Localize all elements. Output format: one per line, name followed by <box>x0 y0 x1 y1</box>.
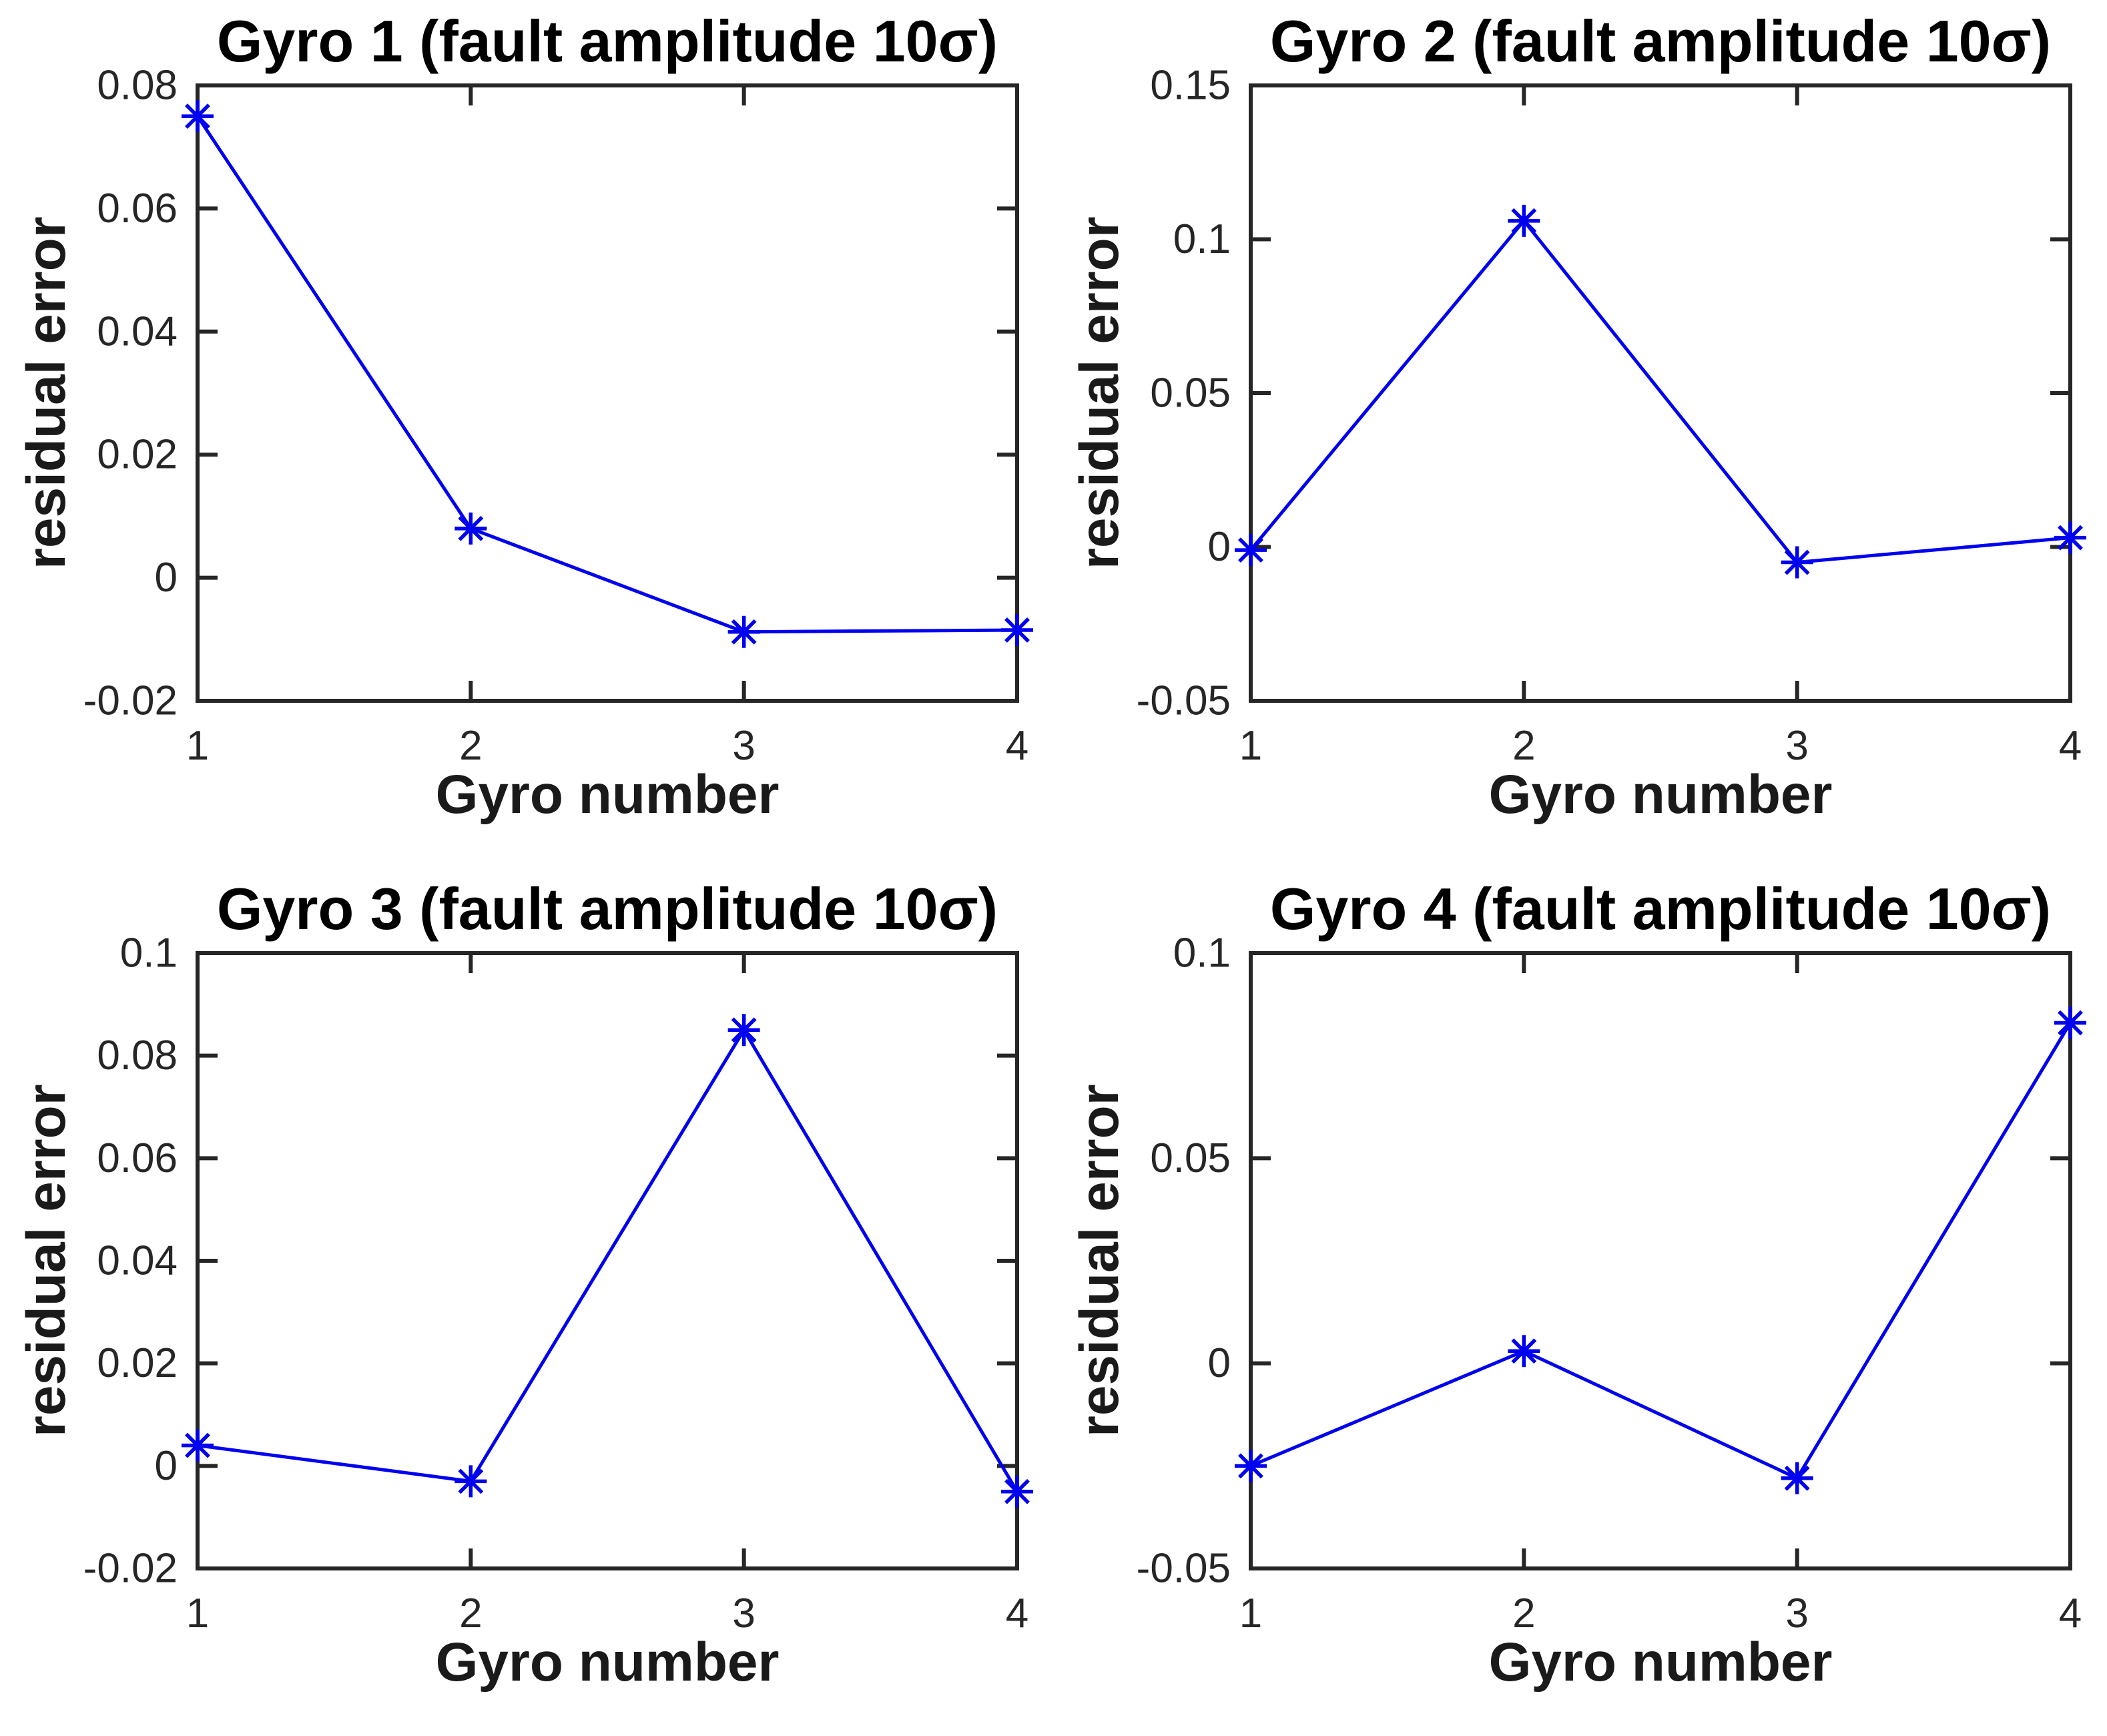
plot-area-gyro-2: 1 2 3 4 -0.05 0 0.05 0.1 0.15 <box>1137 63 2086 769</box>
chart-title: Gyro 1 (fault amplitude 10σ) <box>216 8 998 74</box>
svg-text:0: 0 <box>155 555 178 601</box>
subplot-gyro-2: 1 2 3 4 -0.05 0 0.05 0.1 0.15 Gyro 2 (fault ampl… <box>1053 0 2107 868</box>
svg-text:4: 4 <box>2059 723 2082 769</box>
svg-text:1: 1 <box>186 1590 209 1637</box>
subplot-gyro-3: 1 2 3 4 -0.02 0 0.02 0.04 0.06 0.08 0.1 Gyro 3 (fa… <box>0 868 1053 1736</box>
svg-text:0: 0 <box>1208 524 1231 570</box>
svg-text:0.04: 0.04 <box>97 308 178 354</box>
plot-area-gyro-3: 1 2 3 4 -0.02 0 0.02 0.04 0.06 0.08 0.1 <box>83 930 1033 1637</box>
svg-text:-0.02: -0.02 <box>83 678 178 724</box>
svg-text:4: 4 <box>1006 723 1028 769</box>
x-axis-label: Gyro number <box>1488 764 1833 825</box>
y-axis-label: residual error <box>16 216 77 570</box>
svg-text:2: 2 <box>459 723 482 769</box>
svg-text:0.1: 0.1 <box>1173 216 1231 262</box>
svg-text:0.06: 0.06 <box>97 1135 178 1181</box>
y-axis-label: residual error <box>1069 1084 1130 1438</box>
svg-text:3: 3 <box>1785 723 1808 769</box>
svg-text:3: 3 <box>1785 1590 1808 1637</box>
svg-text:-0.02: -0.02 <box>83 1546 178 1592</box>
svg-text:1: 1 <box>1239 723 1262 769</box>
svg-text:2: 2 <box>1512 723 1535 769</box>
subplot-gyro-4: 1 2 3 4 -0.05 0 0.05 0.1 Gyro 4 (fault amplitud… <box>1053 868 2107 1736</box>
svg-text:-0.05: -0.05 <box>1137 1546 1231 1592</box>
plot-area-gyro-1: 1 2 3 4 -0.02 0 0.02 0.04 0.06 0.08 <box>83 63 1033 769</box>
svg-text:0.06: 0.06 <box>97 186 178 232</box>
plot-area-gyro-4: 1 2 3 4 -0.05 0 0.05 0.1 <box>1137 930 2086 1637</box>
svg-text:3: 3 <box>732 723 755 769</box>
subplot-gyro-1: 1 2 3 4 -0.02 0 0.02 0.04 0.06 0.08 Gyro 1 (fault… <box>0 0 1053 868</box>
svg-text:0.02: 0.02 <box>97 432 178 478</box>
svg-text:2: 2 <box>459 1590 482 1637</box>
y-axis-label: residual error <box>16 1084 77 1438</box>
svg-text:0.15: 0.15 <box>1150 63 1231 109</box>
svg-text:0.1: 0.1 <box>1173 930 1231 976</box>
svg-text:4: 4 <box>1006 1590 1028 1637</box>
chart-title: Gyro 4 (fault amplitude 10σ) <box>1269 876 2052 942</box>
svg-text:0.02: 0.02 <box>97 1340 178 1386</box>
x-axis-label: Gyro number <box>1488 1632 1833 1693</box>
svg-text:0.05: 0.05 <box>1150 1135 1231 1181</box>
svg-text:4: 4 <box>2059 1590 2082 1637</box>
chart-title: Gyro 3 (fault amplitude 10σ) <box>216 876 998 942</box>
x-axis-label: Gyro number <box>435 1632 780 1693</box>
svg-text:0.05: 0.05 <box>1150 370 1231 416</box>
svg-text:0.1: 0.1 <box>120 930 178 976</box>
y-axis-label: residual error <box>1069 216 1130 570</box>
svg-text:3: 3 <box>732 1590 755 1637</box>
svg-text:1: 1 <box>1239 1590 1262 1637</box>
svg-text:2: 2 <box>1512 1590 1535 1637</box>
svg-text:-0.05: -0.05 <box>1137 678 1231 724</box>
svg-text:1: 1 <box>186 723 209 769</box>
svg-text:0: 0 <box>1208 1340 1231 1386</box>
x-axis-label: Gyro number <box>435 764 780 825</box>
svg-text:0.04: 0.04 <box>97 1238 178 1284</box>
svg-text:0: 0 <box>155 1443 178 1489</box>
svg-text:0.08: 0.08 <box>97 63 178 109</box>
chart-title: Gyro 2 (fault amplitude 10σ) <box>1269 8 2052 74</box>
svg-text:0.08: 0.08 <box>97 1033 178 1079</box>
